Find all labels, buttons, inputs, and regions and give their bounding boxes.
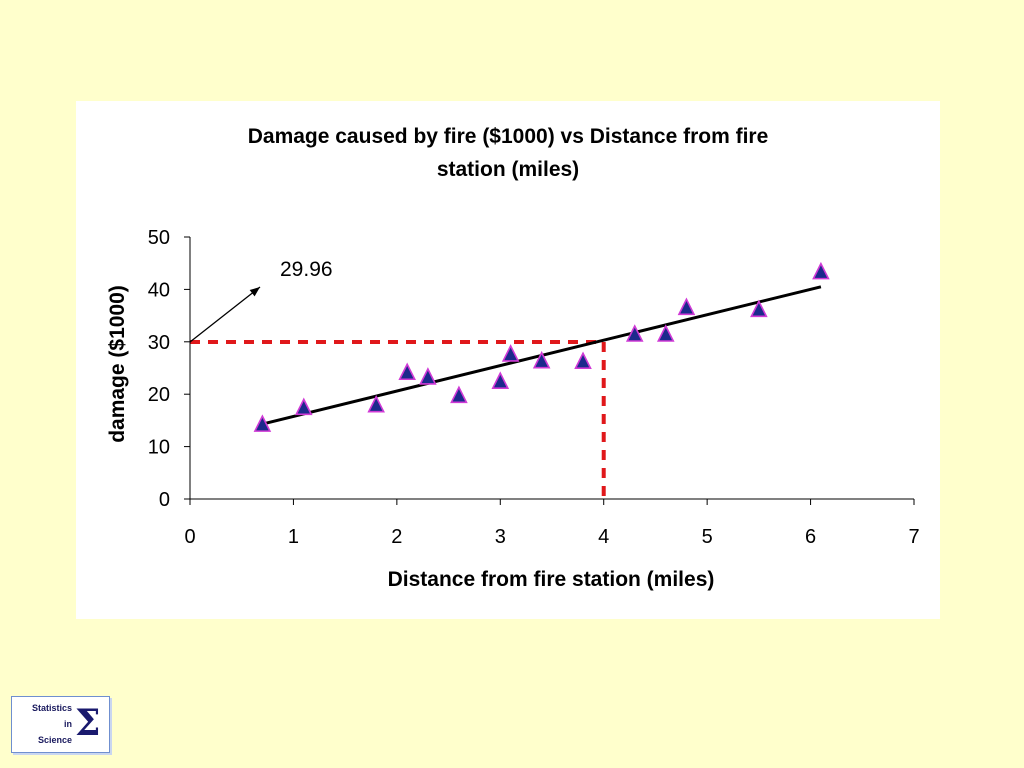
data-point xyxy=(501,344,520,362)
x-tick-label: 3 xyxy=(495,526,506,548)
data-point xyxy=(491,371,510,389)
data-point xyxy=(656,324,675,342)
logo-line-statistics: Statistics xyxy=(31,703,72,713)
axes: 0 10 20 30 40 50 0 1 2 3 4 5 6 7 xyxy=(148,227,920,548)
annotation-arrow-line xyxy=(189,286,261,343)
x-tick-label: 7 xyxy=(908,526,919,548)
chart-title-line-2: station (miles) xyxy=(437,158,579,181)
statistics-in-science-logo: Statistics in Science Σ xyxy=(11,696,110,753)
data-point xyxy=(419,367,437,385)
x-tick-label: 4 xyxy=(598,526,609,548)
data-point xyxy=(574,351,592,370)
data-point xyxy=(812,261,830,280)
y-axis-title: damage ($1000) xyxy=(106,285,129,443)
x-tick-label: 2 xyxy=(391,526,402,548)
logo-text: Statistics in Science xyxy=(16,700,72,748)
sigma-icon: Σ xyxy=(75,702,101,744)
data-point xyxy=(367,394,385,413)
data-point xyxy=(677,297,696,316)
logo-line-science: Science xyxy=(37,735,72,745)
data-point xyxy=(294,397,313,416)
x-tick-label: 5 xyxy=(702,526,713,548)
logo-line-in: in xyxy=(64,719,72,729)
reference-lines xyxy=(190,340,606,499)
annotation-label: 29.96 xyxy=(280,258,333,281)
data-point xyxy=(750,299,768,318)
annotation-arrowhead xyxy=(249,287,260,297)
x-tick-label: 1 xyxy=(288,526,299,548)
data-markers xyxy=(253,261,830,432)
data-point xyxy=(625,324,644,342)
y-tick-label: 0 xyxy=(159,489,170,511)
data-point xyxy=(532,350,551,369)
x-tick-label: 6 xyxy=(805,526,816,548)
y-tick-label: 30 xyxy=(148,332,170,354)
chart-title-line-1: Damage caused by fire ($1000) vs Distanc… xyxy=(248,125,769,148)
y-tick-label: 40 xyxy=(148,279,170,301)
x-axis-title: Distance from fire station (miles) xyxy=(388,568,715,591)
y-tick-label: 10 xyxy=(148,437,170,459)
annotation-layer: 29.96 xyxy=(189,258,333,343)
scatter-chart: Damage caused by fire ($1000) vs Distanc… xyxy=(106,125,920,591)
data-point xyxy=(450,385,468,404)
x-tick-label: 0 xyxy=(184,526,195,548)
data-point xyxy=(253,414,272,432)
chart-panel: Damage caused by fire ($1000) vs Distanc… xyxy=(76,101,940,619)
data-point xyxy=(398,362,416,381)
y-tick-label: 50 xyxy=(148,227,170,249)
y-tick-label: 20 xyxy=(148,384,170,406)
